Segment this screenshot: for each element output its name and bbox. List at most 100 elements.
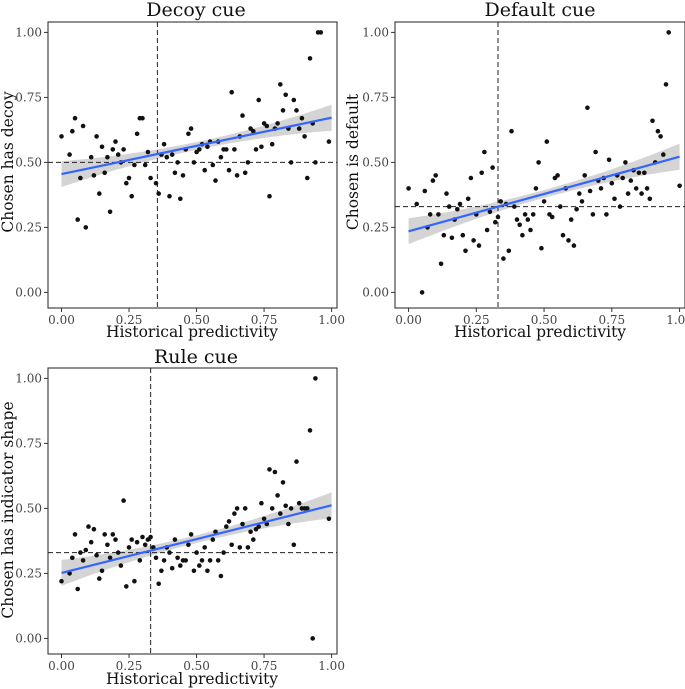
data-point	[606, 157, 612, 163]
data-point	[444, 191, 449, 196]
data-point	[539, 245, 544, 251]
data-point	[427, 212, 433, 217]
data-point	[633, 186, 639, 191]
data-point	[307, 56, 313, 61]
data-point	[86, 524, 91, 529]
data-point	[446, 204, 452, 209]
data-point	[148, 175, 153, 181]
data-point	[134, 539, 140, 545]
data-point	[134, 131, 140, 137]
data-point	[156, 581, 161, 587]
data-point	[59, 578, 64, 584]
data-point	[126, 175, 132, 181]
data-point	[169, 152, 175, 157]
data-point	[148, 534, 153, 540]
data-point	[251, 537, 256, 542]
y-axis-title: Chosen has indicator shape	[0, 401, 17, 618]
data-point	[91, 526, 97, 532]
data-point	[549, 214, 555, 220]
data-point	[457, 201, 463, 207]
data-point	[121, 147, 126, 152]
data-point	[620, 175, 625, 181]
data-point	[105, 542, 110, 548]
data-point	[414, 201, 420, 207]
data-point	[164, 154, 170, 160]
data-point	[313, 160, 318, 165]
data-point	[161, 558, 167, 563]
data-point	[305, 175, 310, 181]
y-tick-label: 0.25	[15, 220, 42, 234]
data-point	[558, 204, 563, 209]
data-point	[88, 539, 94, 545]
data-point	[520, 232, 525, 238]
data-point	[455, 206, 460, 212]
data-point	[234, 506, 240, 511]
data-point	[210, 162, 216, 168]
x-axis-title: Historical predictivity	[454, 323, 626, 341]
data-point	[598, 186, 604, 191]
decoy-cue-panel: Decoy cue Historical predictivity Chosen…	[0, 0, 345, 341]
data-point	[661, 152, 666, 157]
data-point	[59, 134, 64, 139]
data-point	[253, 147, 259, 152]
plot-frame	[47, 21, 338, 309]
data-point	[178, 563, 183, 568]
y-tick-label: 0.75	[15, 436, 42, 450]
data-point	[97, 576, 102, 581]
data-point	[167, 550, 172, 555]
data-point	[269, 506, 275, 511]
data-point	[242, 170, 248, 176]
data-point	[191, 160, 197, 165]
regression-line	[61, 116, 332, 176]
x-tick-label: 0.50	[183, 313, 210, 327]
y-tick-label: 1.00	[15, 371, 42, 385]
data-point	[259, 500, 264, 506]
data-point	[183, 558, 188, 563]
data-point	[113, 537, 118, 542]
data-point	[237, 545, 243, 550]
data-point	[169, 565, 175, 571]
data-point	[197, 147, 202, 152]
data-point	[197, 563, 202, 568]
data-point	[218, 154, 224, 160]
data-point	[509, 128, 514, 134]
data-point	[482, 149, 487, 155]
data-point	[161, 141, 167, 147]
data-point	[560, 232, 566, 238]
panel-title: Default cue	[485, 0, 596, 21]
data-point	[449, 235, 455, 241]
data-point	[78, 550, 83, 555]
data-point	[479, 170, 485, 176]
data-point	[484, 227, 490, 233]
y-tick-label: 0.50	[15, 501, 42, 515]
data-point	[318, 30, 324, 35]
y-tick-label: 1.00	[15, 25, 42, 39]
data-point	[636, 170, 642, 176]
data-point	[566, 238, 571, 243]
data-point	[91, 173, 97, 178]
data-point	[406, 186, 411, 191]
data-point	[506, 248, 512, 254]
data-point	[514, 217, 520, 222]
data-point	[194, 550, 199, 555]
rule-cue-panel: Rule cue Historical predictivity Chosen …	[0, 346, 345, 688]
data-point	[585, 105, 590, 111]
data-point	[83, 225, 89, 230]
data-point	[639, 191, 644, 196]
data-point	[178, 196, 183, 202]
data-point	[172, 170, 178, 176]
x-tick-label: 0.75	[251, 313, 278, 327]
data-point	[110, 532, 116, 537]
data-point	[498, 199, 504, 204]
data-point	[202, 167, 207, 173]
y-tick-label: 0.00	[15, 285, 42, 299]
data-point	[525, 217, 531, 222]
data-point	[460, 232, 466, 238]
data-point	[528, 227, 533, 233]
data-point	[326, 139, 332, 144]
data-point	[132, 162, 137, 168]
data-point	[245, 545, 251, 550]
data-point	[517, 222, 522, 228]
data-point	[310, 636, 316, 641]
